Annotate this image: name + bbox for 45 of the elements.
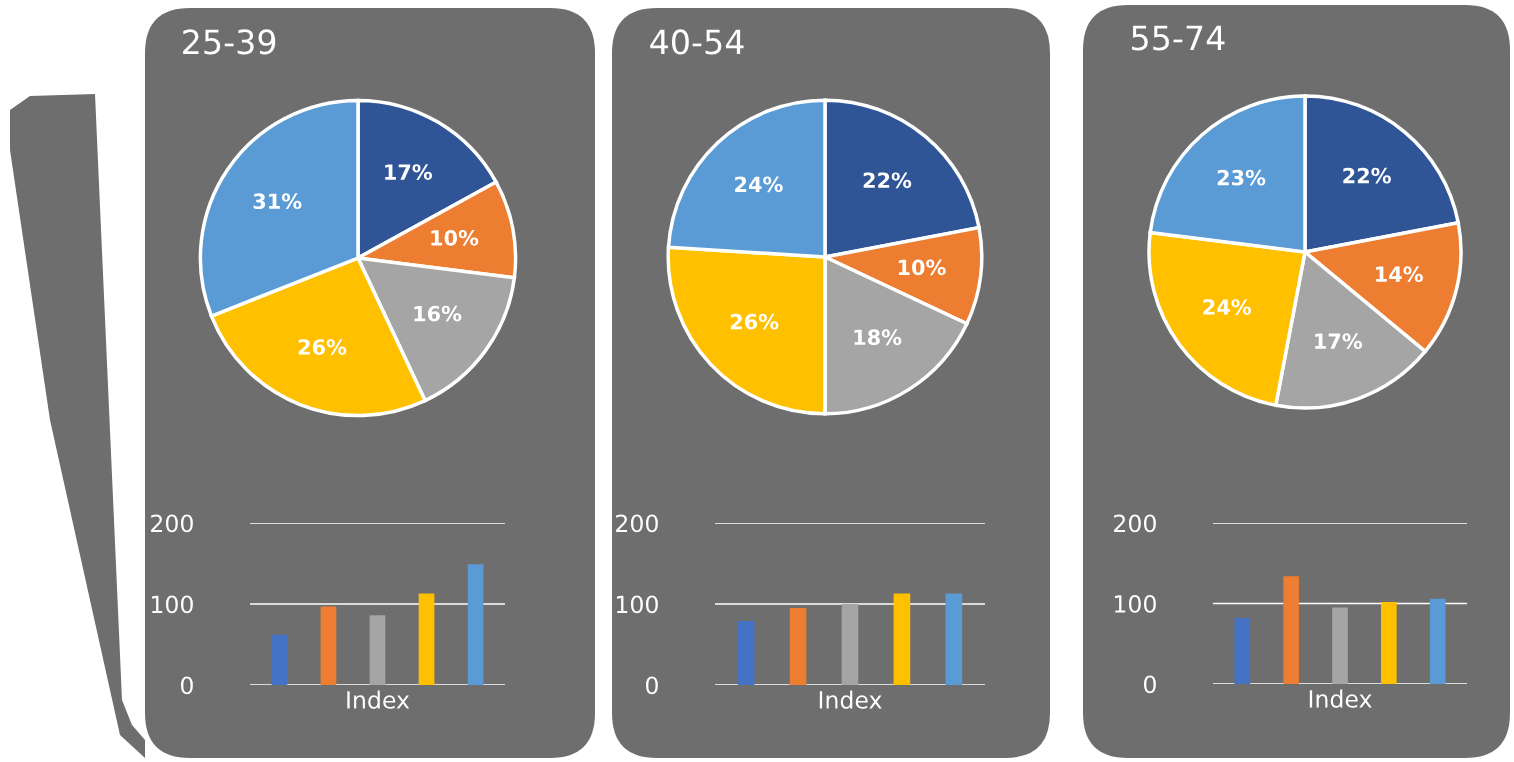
bar [418,593,435,685]
data-label: 17% [385,164,433,180]
bar [1283,576,1299,684]
data-label: 22% [863,172,912,189]
bar [893,593,911,685]
x-axis-title: Index [347,690,410,709]
bar [1332,607,1348,684]
y-tick-label: 0 [645,676,658,695]
y-tick-label: 200 [616,514,658,533]
data-label: 26% [298,339,347,355]
bar [1381,601,1397,684]
bar [841,604,859,685]
bar [945,593,963,685]
data-label: 26% [730,313,779,330]
bar [320,606,337,685]
data-label: 24% [1203,299,1252,315]
chart-title: 40-54 [650,29,744,55]
chart-title: 25-39 [183,29,276,55]
bar [467,564,484,685]
y-tick-label: 100 [1114,594,1156,613]
x-axis-title: Index [819,690,882,709]
y-tick-label: 0 [1143,675,1156,694]
y-tick-label: 200 [151,514,193,533]
bar [1234,617,1251,684]
y-tick-label: 0 [180,676,193,695]
y-tick-label: 100 [151,595,193,614]
chart-title: 55-74 [1132,25,1225,51]
x-axis-title: Index [1309,689,1372,708]
bar [737,621,755,685]
y-tick-label: 100 [616,595,658,614]
data-label: 10% [898,259,946,276]
bar [1429,598,1446,684]
bar [271,634,288,685]
bar [369,615,386,685]
data-label: 17% [1315,333,1363,350]
y-tick-label: 200 [1114,514,1156,533]
data-label: 14% [1376,266,1423,283]
data-label: 24% [735,176,783,193]
data-label: 23% [1217,169,1266,186]
data-label: 22% [1343,167,1391,184]
bar [789,608,807,685]
data-label: 18% [854,329,902,346]
data-label: 10% [431,229,479,246]
data-label: 16% [414,305,462,322]
data-label: 31% [253,193,302,210]
